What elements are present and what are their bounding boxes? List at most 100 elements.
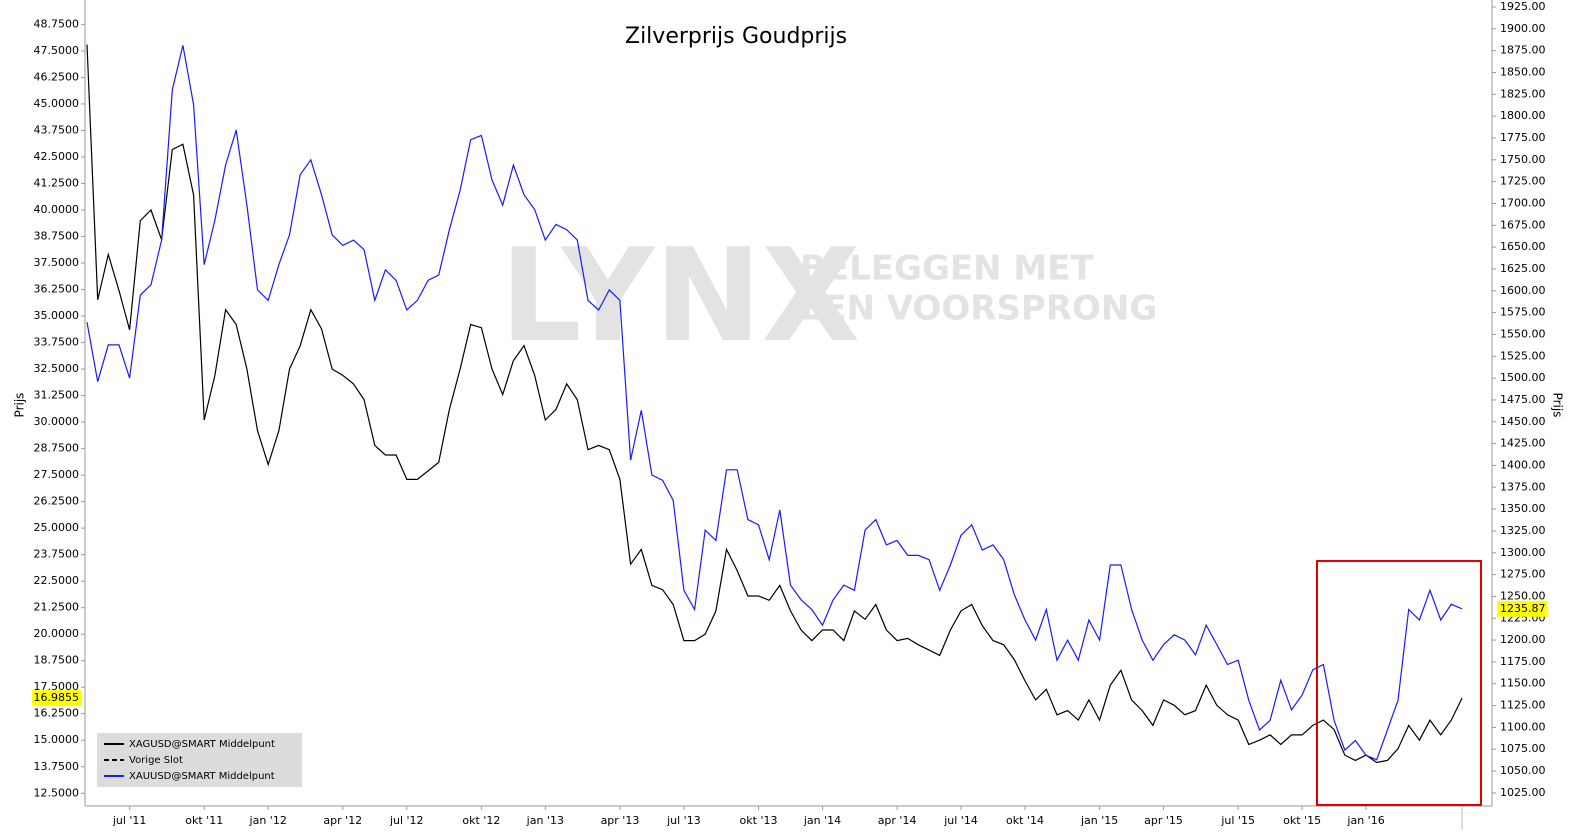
y-tick-label: 17.5000 (34, 680, 80, 693)
y-tick-label: 35.0000 (34, 309, 80, 322)
y-tick-label: 21.2500 (34, 601, 80, 614)
y2-tick-label: 1750.00 (1500, 153, 1546, 166)
current-value-bg (1497, 600, 1547, 617)
y-tick-label: 38.7500 (34, 229, 80, 242)
y2-tick-label: 1600.00 (1500, 284, 1546, 297)
y2-tick-label: 1550.00 (1500, 327, 1546, 340)
y2-tick-label: 1175.00 (1500, 655, 1546, 668)
y2-tick-label: 1675.00 (1500, 218, 1546, 231)
y2-axis-label: Prijs (1551, 393, 1565, 418)
y-tick-label: 48.7500 (34, 17, 80, 30)
y-tick-label: 45.0000 (34, 97, 80, 110)
y-tick-label: 26.2500 (34, 495, 80, 508)
x-tick-label: okt '15 (1283, 814, 1321, 827)
y2-tick-label: 1300.00 (1500, 546, 1546, 559)
y2-tick-label: 1875.00 (1500, 44, 1546, 57)
x-tick-label: jan '12 (249, 814, 287, 827)
y2-tick-label: 1800.00 (1500, 109, 1546, 122)
current-value-label: 1235.87 (1500, 602, 1546, 615)
y2-tick-label: 1200.00 (1500, 633, 1546, 646)
x-tick-label: okt '14 (1006, 814, 1044, 827)
x-tick-label: jan '15 (1080, 814, 1118, 827)
x-tick-label: apr '12 (323, 814, 362, 827)
y2-tick-label: 1650.00 (1500, 240, 1546, 253)
y-tick-label: 22.5000 (34, 574, 80, 587)
y2-tick-label: 1325.00 (1500, 524, 1546, 537)
chart-title: Zilverprijs (625, 24, 735, 49)
x-tick-label: apr '14 (878, 814, 917, 827)
current-value-bg (32, 690, 82, 707)
y-tick-label: 27.5000 (34, 468, 80, 481)
y2-tick-label: 1725.00 (1500, 175, 1546, 188)
y2-tick-label: 1125.00 (1500, 699, 1546, 712)
highlight-box (1316, 560, 1482, 806)
y-tick-label: 32.5000 (34, 362, 80, 375)
x-tick-label: okt '12 (462, 814, 500, 827)
y2-tick-label: 1350.00 (1500, 502, 1546, 515)
y-tick-label: 30.0000 (34, 415, 80, 428)
current-value-label: 16.9855 (34, 691, 80, 704)
y2-tick-label: 1900.00 (1500, 22, 1546, 35)
x-tick-label: okt '13 (740, 814, 778, 827)
chart-title: Goudprijs (742, 24, 847, 49)
legend-box (97, 733, 302, 787)
series-line (86, 44, 1463, 764)
y2-tick-label: 1150.00 (1500, 677, 1546, 690)
y2-tick-label: 1525.00 (1500, 349, 1546, 362)
y2-tick-label: 1775.00 (1500, 131, 1546, 144)
watermark-line: BELEGGEN MET (800, 249, 1094, 289)
x-tick-label: jul '13 (666, 814, 701, 827)
y2-tick-label: 1575.00 (1500, 306, 1546, 319)
y-tick-label: 41.2500 (34, 176, 80, 189)
watermark-line: EEN VOORSPRONG (800, 289, 1157, 329)
y-tick-label: 36.2500 (34, 283, 80, 296)
y-tick-label: 33.7500 (34, 336, 80, 349)
x-tick-label: jul '15 (1220, 814, 1255, 827)
x-tick-label: apr '13 (601, 814, 640, 827)
legend-label: XAUUSD@SMART Middelpunt (129, 771, 275, 782)
series-line (86, 45, 1463, 761)
y2-tick-label: 1475.00 (1500, 393, 1546, 406)
y2-tick-label: 1850.00 (1500, 65, 1546, 78)
y2-tick-label: 1400.00 (1500, 458, 1546, 471)
y-tick-label: 40.0000 (34, 203, 80, 216)
y-tick-label: 20.0000 (34, 627, 80, 640)
y2-tick-label: 1050.00 (1500, 764, 1546, 777)
y-tick-label: 25.0000 (34, 521, 80, 534)
y-tick-label: 15.0000 (34, 733, 80, 746)
legend-label: XAGUSD@SMART Middelpunt (129, 739, 275, 750)
y-axis-label: Prijs (13, 393, 27, 418)
y-tick-label: 37.5000 (34, 256, 80, 269)
y-tick-label: 42.5000 (34, 150, 80, 163)
x-tick-label: jul '11 (112, 814, 147, 827)
x-tick-label: jul '14 (943, 814, 978, 827)
legend-label: Vorige Slot (129, 755, 183, 766)
x-tick-label: jan '13 (526, 814, 564, 827)
y-tick-label: 13.7500 (34, 760, 80, 773)
x-tick-label: okt '11 (185, 814, 223, 827)
x-tick-label: apr '15 (1144, 814, 1183, 827)
x-tick-label: jan '16 (1346, 814, 1384, 827)
y-tick-label: 28.7500 (34, 442, 80, 455)
y2-tick-label: 1375.00 (1500, 480, 1546, 493)
y2-tick-label: 1700.00 (1500, 196, 1546, 209)
y2-tick-label: 1500.00 (1500, 371, 1546, 384)
y2-tick-label: 1825.00 (1500, 87, 1546, 100)
y-tick-label: 47.5000 (34, 44, 80, 57)
y2-tick-label: 1625.00 (1500, 262, 1546, 275)
y-tick-label: 12.5000 (34, 786, 80, 799)
y2-tick-label: 1925.00 (1500, 0, 1546, 13)
y2-tick-label: 1075.00 (1500, 742, 1546, 755)
y2-tick-label: 1025.00 (1500, 786, 1546, 799)
legend: XAGUSD@SMART Middelpunt Vorige Slot XAUUSD… (97, 733, 302, 787)
watermark: LYNX BELEGGEN MET EEN VOORSPRONG (500, 222, 1157, 371)
y2-tick-label: 1450.00 (1500, 415, 1546, 428)
y-tick-label: 43.7500 (34, 123, 80, 136)
y2-tick-label: 1275.00 (1500, 568, 1546, 581)
y-tick-label: 31.2500 (34, 389, 80, 402)
y2-tick-label: 1250.00 (1500, 589, 1546, 602)
y-tick-label: 16.2500 (34, 707, 80, 720)
y2-tick-label: 1100.00 (1500, 720, 1546, 733)
